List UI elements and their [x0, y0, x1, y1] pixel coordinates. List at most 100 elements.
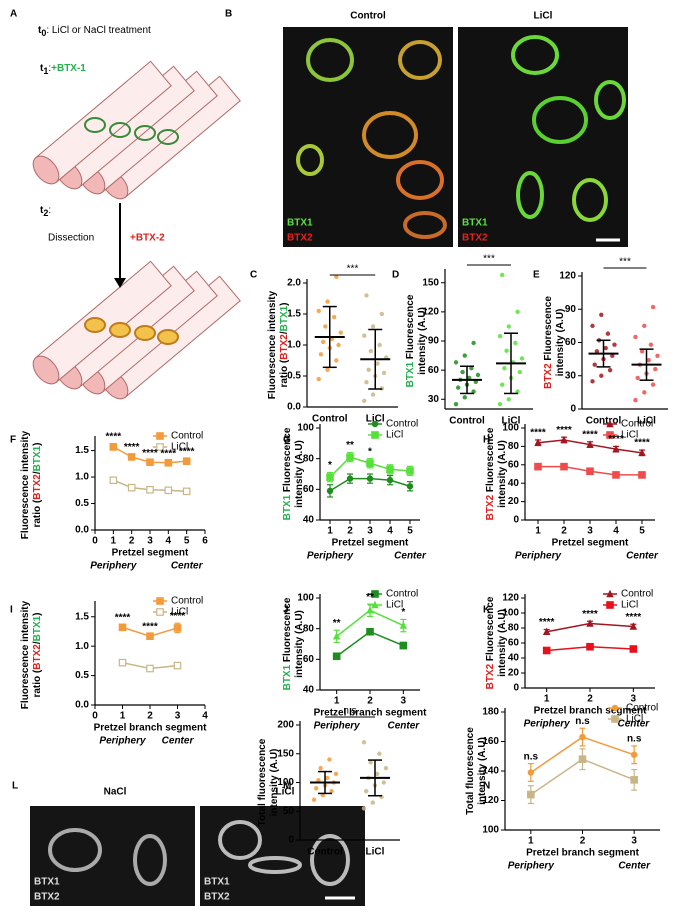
legend-marker: [606, 601, 614, 609]
x-tick-label: 1: [528, 836, 534, 847]
y-axis-label-part: intensity (A.U): [417, 307, 428, 375]
sig-label: **: [333, 618, 341, 629]
x-tick-label: 3: [631, 694, 637, 705]
legend-marker: [156, 597, 164, 605]
y-tick-label: 40: [508, 478, 520, 489]
y-tick-label: 60: [508, 638, 520, 649]
point: [386, 476, 394, 484]
x-tick-label: 1: [327, 526, 333, 537]
x-tick-label: 4: [202, 711, 208, 722]
y-axis-label: BTX2 Fluorescence: [485, 427, 496, 520]
data-point: [642, 323, 647, 329]
channel-label: BTX1: [462, 218, 488, 229]
data-point: [333, 771, 339, 777]
annotation: Periphery: [314, 721, 361, 732]
data-point: [603, 345, 608, 351]
y-axis-label-part: Fluorescence: [485, 427, 496, 495]
sig-label: ****: [530, 428, 546, 439]
x-axis-label: Pretzel branch segment: [534, 706, 647, 717]
x-axis-label: Pretzel segment: [332, 538, 409, 549]
y-axis-label: BTX1 Fluorescence: [405, 294, 416, 387]
y-tick-label: 90: [565, 304, 577, 315]
point: [630, 751, 638, 758]
data-point: [370, 324, 376, 329]
x-axis-label: Pretzel segment: [552, 538, 629, 549]
legend-label: LiCl: [386, 600, 403, 611]
data-point: [375, 361, 380, 366]
legend-marker: [606, 589, 614, 598]
point: [406, 483, 414, 490]
point: [586, 619, 594, 627]
panel-letter: K: [483, 605, 491, 616]
sig-label: ****: [608, 434, 624, 445]
x-tick-label: 2: [347, 526, 353, 537]
y-tick-label: 120: [559, 271, 576, 282]
data-point: [379, 311, 385, 317]
y-axis-label-part: Fluorescence intensity: [20, 430, 31, 539]
x-tick-label: 3: [175, 711, 181, 722]
data-point: [362, 398, 367, 403]
data-point: [650, 304, 656, 310]
channel-label: BTX1: [34, 877, 60, 888]
x-tick-label: 4: [387, 526, 393, 537]
point: [118, 623, 127, 632]
legend-label: LiCl: [171, 607, 188, 618]
sig-label: ****: [556, 425, 572, 436]
y-tick-label: 100: [297, 423, 314, 434]
annotation: Periphery: [508, 861, 555, 872]
y-axis-label: ratio (BTX2/BTX1): [32, 612, 43, 697]
legend-marker: [156, 443, 164, 451]
data-point: [469, 366, 474, 371]
y-tick-label: 60: [508, 459, 520, 470]
y-axis-label-part: BTX1: [279, 305, 290, 331]
x-tick-label: 2: [587, 694, 593, 705]
y-axis-label-part: Fluorescence: [543, 296, 554, 364]
data-point: [471, 389, 476, 394]
point: [542, 646, 551, 655]
legend-marker: [156, 608, 164, 616]
legend-label: Control: [626, 703, 658, 714]
data-point: [471, 340, 476, 346]
data-point: [594, 349, 600, 354]
y-axis-label-part: ): [279, 302, 290, 305]
step-time: t: [40, 205, 44, 216]
legend-label: LiCl: [386, 430, 403, 441]
point: [586, 642, 594, 651]
point: [164, 486, 173, 495]
chart-e: BTX2 Fluorescence intensity (A.U) 0 30 60 90 1…: [543, 257, 668, 427]
point: [527, 769, 535, 776]
chart-h: BTX2 Fluorescence intensity (A.U) 0 20 40 60 8…: [485, 419, 659, 562]
point: [182, 457, 191, 465]
point: [118, 658, 127, 667]
point: [332, 652, 341, 661]
y-tick-label: 100: [502, 608, 519, 619]
y-axis-label: Fluorescence intensity: [267, 290, 278, 399]
point: [612, 444, 620, 453]
legend-marker: [371, 420, 379, 428]
image-licl-gray: [200, 806, 365, 906]
y-tick-label: 0: [513, 683, 519, 694]
annotation: Periphery: [524, 719, 571, 730]
annotation: Center: [171, 561, 204, 572]
x-tick-label: 5: [407, 526, 413, 537]
y-axis-label-part: Fluorescence intensity: [20, 600, 31, 709]
y-tick-label: 80: [508, 441, 520, 452]
sig-label: ****: [170, 611, 186, 622]
y-axis-label-part: ratio (: [32, 499, 43, 527]
y-tick-label: 200: [277, 720, 294, 731]
y-tick-label: 160: [482, 736, 499, 747]
x-axis-label: Pretzel branch segment: [526, 848, 639, 859]
y-axis-label-part: BTX1: [32, 445, 43, 471]
point: [406, 467, 414, 475]
data-point: [502, 366, 507, 371]
data-point: [592, 362, 597, 367]
x-tick-label: 0: [92, 536, 98, 547]
legend-marker: [371, 600, 379, 609]
y-tick-label: 60: [303, 654, 315, 665]
y-axis-label: intensity (A.U): [294, 440, 305, 508]
data-point: [316, 376, 321, 382]
data-point: [325, 367, 330, 372]
point: [326, 487, 334, 495]
data-point: [590, 379, 595, 384]
